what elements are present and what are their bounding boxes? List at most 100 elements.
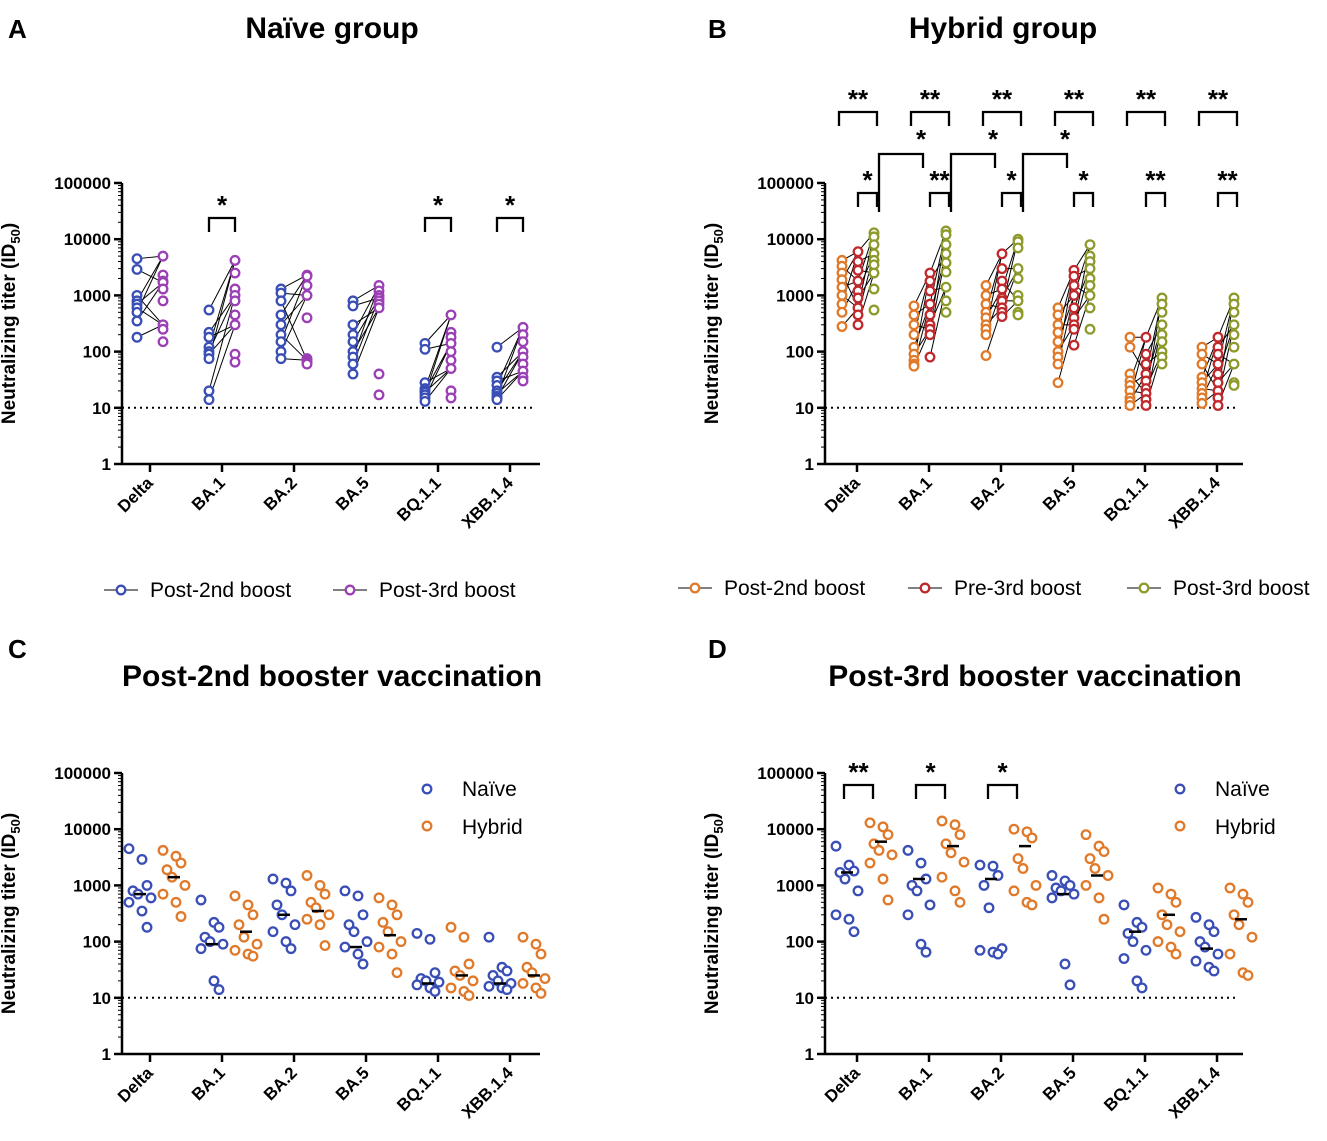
point-post-2nd-boost bbox=[836, 289, 848, 301]
panel-title: Naïve group bbox=[245, 12, 418, 45]
point-post-2nd-boost bbox=[203, 385, 215, 397]
point-hybrid bbox=[882, 829, 894, 841]
y-tick-label: 100 bbox=[786, 343, 814, 362]
legend-marker bbox=[421, 783, 433, 795]
point-na-ve bbox=[433, 976, 445, 988]
point-post-3rd-boost bbox=[157, 250, 169, 262]
point-hybrid bbox=[1161, 919, 1173, 931]
point-post-3rd-boost bbox=[1012, 309, 1024, 321]
x-tick-label: BA.2 bbox=[967, 1063, 1008, 1104]
panel-a: A Naïve group 1 10 100 1000 10000 100000 Neutral… bbox=[0, 12, 540, 602]
point-post-3rd-boost bbox=[868, 304, 880, 316]
significance-bracket-mid bbox=[877, 152, 925, 212]
y-tick-label: 100 bbox=[83, 933, 111, 952]
point-na-ve bbox=[1190, 911, 1202, 923]
significance-bracket-right bbox=[1144, 191, 1167, 207]
point-post-2nd-boost bbox=[203, 304, 215, 316]
significance-bracket bbox=[842, 783, 875, 799]
pair-line bbox=[208, 295, 236, 392]
point-na-ve bbox=[830, 909, 842, 921]
point-hybrid bbox=[1030, 879, 1042, 891]
point-na-ve bbox=[1208, 965, 1220, 977]
point-hybrid bbox=[1242, 969, 1254, 981]
point-na-ve bbox=[136, 905, 148, 917]
point-hybrid bbox=[1089, 863, 1101, 874]
legend-label: Hybrid bbox=[462, 816, 523, 839]
significance-label: * bbox=[925, 757, 936, 787]
point-na-ve bbox=[915, 938, 927, 950]
point-pre-3rd-boost bbox=[1140, 400, 1152, 411]
point-hybrid bbox=[319, 888, 331, 900]
x-tick-label: BA.5 bbox=[332, 473, 373, 514]
point-post-3rd-boost bbox=[1012, 273, 1024, 284]
point-hybrid bbox=[314, 879, 326, 891]
point-post-2nd-boost bbox=[347, 300, 359, 312]
point-hybrid bbox=[179, 879, 191, 891]
point-post-2nd-boost bbox=[908, 319, 920, 331]
point-hybrid bbox=[1233, 919, 1245, 931]
point-na-ve bbox=[285, 885, 297, 897]
point-post-3rd-boost bbox=[517, 336, 529, 348]
point-post-2nd-boost bbox=[203, 331, 215, 343]
point-na-ve bbox=[848, 926, 860, 938]
point-hybrid bbox=[1165, 888, 1177, 900]
point-post-2nd-boost bbox=[347, 336, 359, 348]
point-na-ve bbox=[271, 899, 283, 911]
point-hybrid bbox=[1224, 882, 1236, 894]
point-na-ve bbox=[1068, 888, 1080, 900]
point-hybrid bbox=[949, 885, 961, 897]
point-hybrid bbox=[301, 870, 313, 881]
point-na-ve bbox=[983, 902, 995, 914]
point-hybrid bbox=[157, 844, 169, 856]
point-hybrid bbox=[936, 871, 948, 883]
y-tick-label: 1000 bbox=[73, 286, 111, 305]
point-pre-3rd-boost bbox=[1068, 280, 1080, 291]
point-hybrid bbox=[238, 931, 250, 943]
x-tick-label: BQ.1.1 bbox=[393, 1063, 445, 1115]
point-hybrid bbox=[233, 919, 245, 931]
x-tick-label: Delta bbox=[114, 473, 157, 516]
panel-c: C Post-2nd booster vaccination 1 10 100 1000 1… bbox=[0, 634, 551, 1122]
y-tick-label: 1000 bbox=[776, 286, 814, 305]
point-hybrid bbox=[535, 987, 547, 999]
significance-bracket-top bbox=[1197, 110, 1239, 126]
point-na-ve bbox=[123, 896, 135, 908]
significance-bracket-right bbox=[856, 191, 879, 207]
point-na-ve bbox=[339, 941, 351, 953]
point-post-3rd-boost bbox=[373, 389, 385, 401]
significance-label: * bbox=[217, 190, 228, 220]
point-na-ve bbox=[1059, 958, 1071, 970]
point-hybrid bbox=[877, 821, 889, 833]
point-na-ve bbox=[1064, 879, 1076, 891]
point-na-ve bbox=[357, 909, 369, 921]
point-na-ve bbox=[1046, 870, 1058, 881]
significance-label: ** bbox=[1064, 84, 1085, 114]
point-na-ve bbox=[213, 921, 225, 933]
x-tick-label: BA.1 bbox=[895, 473, 936, 514]
point-post-2nd-boost bbox=[419, 395, 431, 407]
panel-letter: B bbox=[708, 14, 727, 44]
point-hybrid bbox=[954, 829, 966, 841]
point-hybrid bbox=[936, 815, 948, 827]
point-na-ve bbox=[920, 946, 932, 958]
point-hybrid bbox=[949, 819, 961, 831]
significance-label: ** bbox=[1145, 165, 1166, 195]
point-hybrid bbox=[175, 911, 187, 922]
point-hybrid bbox=[1224, 948, 1236, 960]
point-post-2nd-boost bbox=[1052, 309, 1064, 321]
significance-bracket-top bbox=[981, 110, 1023, 126]
point-post-3rd-boost bbox=[157, 295, 169, 307]
point-na-ve bbox=[924, 899, 936, 911]
pair-line bbox=[1145, 324, 1163, 355]
point-post-2nd-boost bbox=[1052, 358, 1064, 370]
point-hybrid bbox=[539, 973, 551, 985]
point-na-ve bbox=[213, 984, 225, 996]
point-hybrid bbox=[229, 890, 241, 902]
point-pre-3rd-boost bbox=[996, 248, 1008, 260]
point-na-ve bbox=[1190, 955, 1202, 967]
point-post-3rd-boost bbox=[1228, 306, 1240, 318]
point-hybrid bbox=[467, 975, 479, 987]
point-na-ve bbox=[141, 879, 153, 891]
legend-marker bbox=[344, 584, 356, 596]
point-na-ve bbox=[352, 890, 364, 902]
